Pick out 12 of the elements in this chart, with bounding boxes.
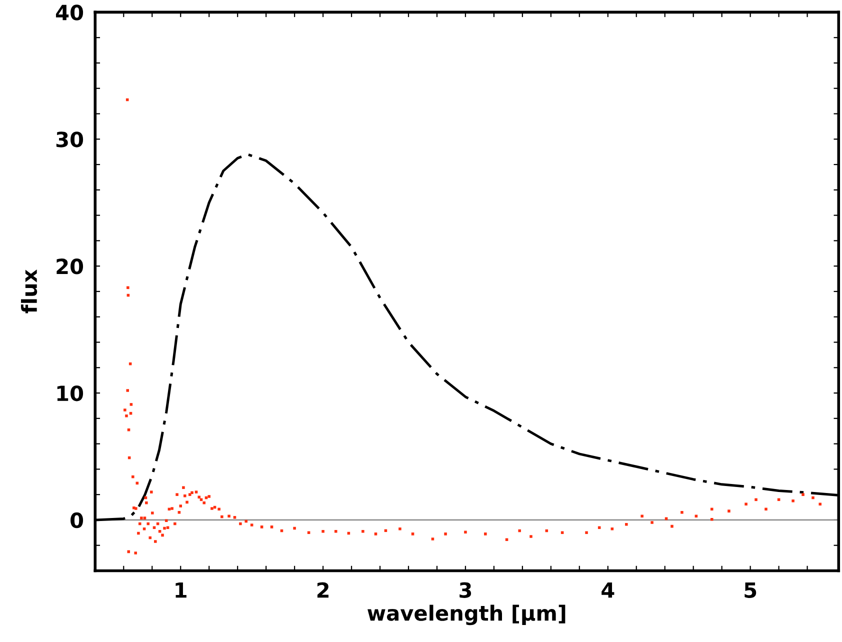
x-tick-label: 4 xyxy=(602,582,614,598)
x-tick-label: 2 xyxy=(317,582,328,598)
y-axis-title: flux xyxy=(20,270,38,314)
x-tick-label: 1 xyxy=(176,582,186,598)
x-tick-label: 3 xyxy=(460,582,472,598)
y-tick-label: 30 xyxy=(56,132,84,148)
x-axis-title: wavelength [μm] xyxy=(368,604,566,626)
y-tick-label: 40 xyxy=(56,4,84,20)
y-tick-label: 20 xyxy=(56,258,84,274)
y-tick-label: 0 xyxy=(70,512,84,528)
y-tick-label: 10 xyxy=(57,385,84,402)
x-tick-label: 5 xyxy=(744,582,756,598)
